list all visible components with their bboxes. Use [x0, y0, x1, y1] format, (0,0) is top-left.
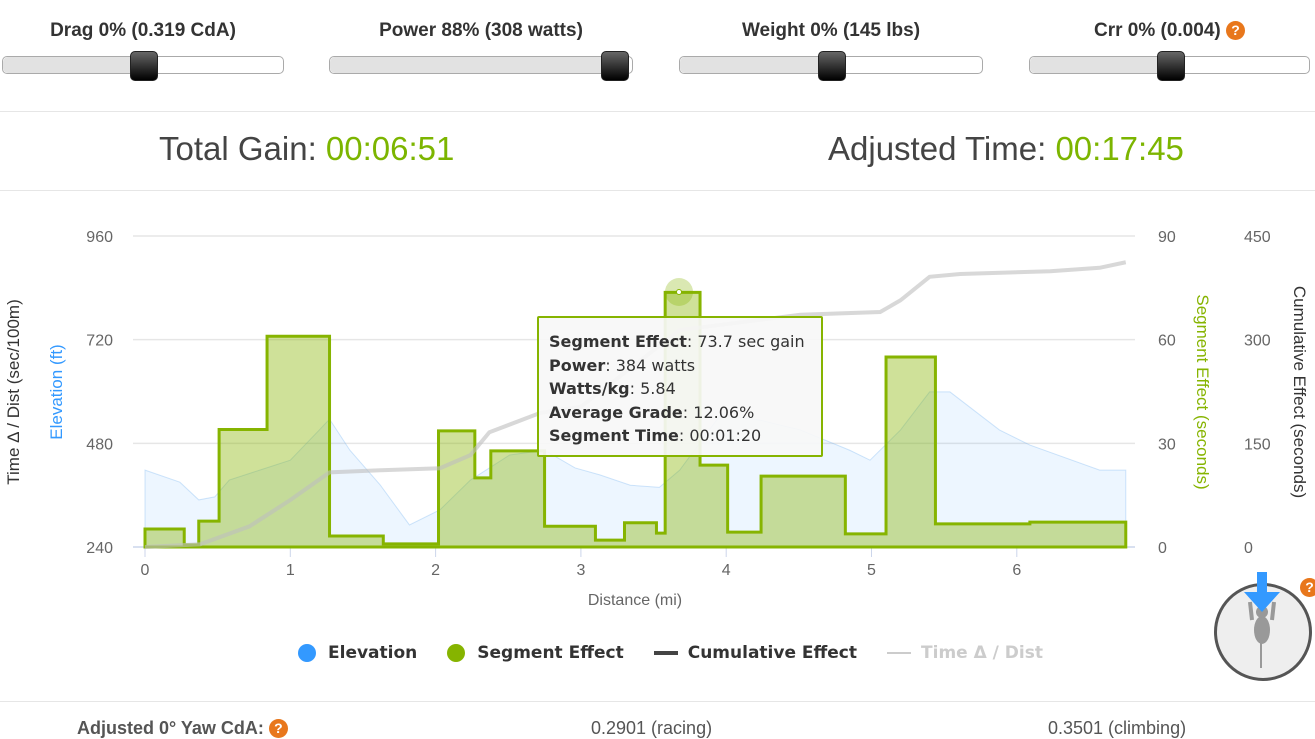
- circle-icon: [447, 644, 466, 662]
- right-tick-label: 0: [1158, 540, 1167, 557]
- adjusted-time: Adjusted Time: 00:17:45: [828, 130, 1184, 168]
- slider-handle[interactable]: [600, 51, 629, 81]
- cda-label: Adjusted 0° Yaw CdA: ?: [77, 718, 288, 739]
- chart-legend: Elevation Segment Effect Cumulative Effe…: [298, 643, 1073, 663]
- adjusted-time-label: Adjusted Time:: [828, 130, 1047, 167]
- divider: [0, 701, 1315, 702]
- left-axis-title: Elevation (ft): [47, 344, 66, 439]
- right-outer-tick-label: 450: [1244, 229, 1271, 246]
- slider-crr: Crr 0% (0.004) ?: [1029, 20, 1310, 81]
- hover-point[interactable]: [676, 289, 682, 295]
- right-outer-tick-label: 150: [1244, 436, 1271, 453]
- tooltip-row: Segment Time: 00:01:20: [549, 426, 762, 445]
- total-gain-label: Total Gain:: [159, 130, 317, 167]
- cyclist-icon: [1244, 572, 1280, 668]
- legend-segment-effect[interactable]: Segment Effect: [447, 643, 624, 663]
- elevation-area: [144, 391, 1127, 548]
- yaw-toggle-button[interactable]: ?: [1214, 572, 1315, 681]
- cda-climbing: 0.3501 (climbing): [1048, 718, 1187, 738]
- legend-time-delta[interactable]: Time Δ / Dist: [887, 643, 1043, 663]
- x-tick-label: 6: [1012, 562, 1021, 579]
- segment-tooltip: Segment Effect: 73.7 sec gain Power: 384…: [537, 316, 823, 457]
- divider: [0, 190, 1315, 191]
- slider-label: Drag 0% (0.319 CdA): [50, 20, 236, 41]
- legend-cumulative-effect[interactable]: Cumulative Effect: [653, 643, 857, 663]
- segment-chart: 960 90 450 720 60 300 480 30 150 240 0 0 0 1 2 3 4 5 6 Dis…: [4, 229, 1309, 609]
- drag-slider[interactable]: [2, 51, 284, 81]
- x-tick-label: 4: [722, 562, 731, 579]
- slider-handle[interactable]: [1156, 51, 1185, 81]
- total-gain: Total Gain: 00:06:51: [159, 130, 454, 168]
- line-icon: [653, 651, 678, 655]
- crr-slider[interactable]: [1029, 51, 1310, 81]
- divider: [0, 111, 1315, 112]
- weight-slider[interactable]: [679, 51, 983, 81]
- power-slider[interactable]: [329, 51, 633, 81]
- right-outer-tick-label: 300: [1244, 333, 1271, 350]
- right-tick-label: 90: [1158, 229, 1176, 246]
- slider-handle[interactable]: [130, 51, 158, 81]
- help-icon[interactable]: ?: [1226, 21, 1245, 40]
- total-gain-value: 00:06:51: [325, 130, 455, 167]
- right-tick-label: 30: [1158, 436, 1176, 453]
- x-tick-label: 0: [141, 562, 150, 579]
- right-outer-tick-label: 0: [1244, 540, 1253, 557]
- help-icon[interactable]: ?: [268, 719, 288, 738]
- x-tick-label: 1: [286, 562, 295, 579]
- right-tick-label: 60: [1158, 333, 1176, 350]
- slider-handle[interactable]: [818, 51, 846, 81]
- x-tick-label: 5: [867, 562, 876, 579]
- slider-label: Power 88% (308 watts): [379, 20, 583, 41]
- segment-effect-area[interactable]: [143, 290, 1128, 549]
- arrow-down-icon: [1257, 572, 1267, 594]
- right-outer-axis-title: Cumulative Effect (seconds): [1290, 286, 1309, 498]
- left-outer-axis-title: Time Δ / Dist (sec/100m): [4, 299, 23, 484]
- slider-label: Crr 0% (0.004): [1093, 20, 1221, 41]
- x-axis-title: Distance (mi): [588, 592, 682, 609]
- right-axis-title: Segment Effect (seconds): [1193, 294, 1212, 489]
- slider-label: Weight 0% (145 lbs): [741, 20, 921, 41]
- tooltip-row: Segment Effect: 73.7 sec gain: [549, 332, 805, 351]
- adjusted-time-value: 00:17:45: [1055, 130, 1184, 167]
- left-tick-label: 240: [86, 540, 113, 557]
- cda-racing: 0.2901 (racing): [591, 718, 713, 738]
- tooltip-row: Average Grade: 12.06%: [549, 402, 755, 422]
- x-tick-label: 3: [576, 562, 585, 579]
- tooltip-row: Power: 384 watts: [549, 355, 696, 375]
- tooltip-row: Watts/kg: 5.84: [549, 379, 676, 398]
- x-tick-label: 2: [431, 562, 440, 579]
- left-tick-label: 720: [86, 333, 113, 350]
- slider-drag: Drag 0% (0.319 CdA): [2, 20, 284, 81]
- slider-weight: Weight 0% (145 lbs): [679, 20, 983, 81]
- circle-icon: [298, 644, 316, 662]
- help-icon[interactable]: ?: [1300, 578, 1315, 597]
- legend-elevation[interactable]: Elevation: [298, 643, 417, 663]
- line-icon: [887, 652, 912, 654]
- left-tick-label: 480: [86, 436, 113, 453]
- slider-power: Power 88% (308 watts): [329, 20, 633, 81]
- left-tick-label: 960: [86, 229, 113, 246]
